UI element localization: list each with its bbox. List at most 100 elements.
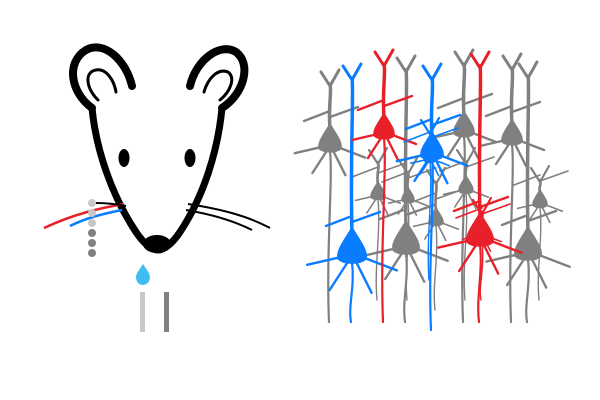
mouse-right-inner-ear: [202, 69, 234, 102]
mouse-right-eye: [184, 149, 196, 167]
apical-tuft: [501, 52, 523, 72]
mouse-whisker: [185, 209, 253, 231]
apical-dendrite: [461, 62, 467, 118]
soma: [532, 188, 548, 209]
electrode-contact: [88, 209, 96, 217]
electrode-contact: [88, 219, 96, 227]
basal-dendrite: [410, 158, 450, 176]
electrode-contact: [88, 229, 96, 237]
apical-tuft: [419, 116, 441, 136]
axon: [381, 136, 386, 324]
apical-dendrite: [349, 76, 355, 236]
soma: [453, 109, 475, 138]
mouse-whisker: [69, 208, 123, 228]
soma: [318, 122, 342, 153]
neuron-gray: [351, 146, 407, 301]
soma: [423, 145, 437, 164]
apical-dendrite: [509, 66, 515, 126]
neuron-gray: [381, 156, 437, 301]
neuron-gray: [293, 68, 367, 324]
oblique-dendrite: [324, 210, 382, 228]
electrode-contact: [88, 249, 96, 257]
neuron-gray: [485, 60, 571, 324]
drop-probe-icon: [136, 264, 169, 332]
basal-dendrite: [516, 203, 564, 224]
axon: [349, 260, 354, 324]
soma: [458, 174, 474, 195]
axon: [525, 257, 530, 324]
soma: [514, 225, 542, 261]
apical-dendrite: [525, 74, 531, 235]
soma: [501, 117, 523, 146]
axon: [479, 237, 484, 301]
axon: [375, 198, 380, 301]
basal-dendrite: [350, 132, 418, 162]
neuron-gray: [513, 164, 569, 301]
axon: [427, 161, 432, 281]
oblique-dendrite: [484, 100, 542, 118]
neuron-blue: [403, 116, 459, 281]
oblique-dendrite: [356, 94, 414, 112]
basal-dendrite: [430, 130, 498, 160]
axon: [429, 157, 434, 332]
apical-tuft: [517, 60, 539, 80]
apical-tuft: [319, 68, 341, 88]
axon: [537, 206, 542, 301]
apical-tuft: [397, 156, 419, 176]
apical-dendrite: [477, 64, 483, 221]
axon: [477, 243, 482, 324]
basal-dendrite: [437, 238, 523, 275]
apical-dendrite: [327, 82, 333, 131]
basal-dendrite: [306, 255, 398, 294]
neuron-gray: [409, 166, 465, 311]
soma: [475, 221, 489, 240]
apical-tuft: [395, 54, 417, 74]
basal-dendrite: [462, 234, 502, 252]
neuron-red: [350, 48, 418, 324]
basal-dendrite: [412, 221, 460, 242]
oblique-dendrite: [436, 92, 494, 110]
apical-tuft: [373, 48, 395, 68]
blue-drop-icon: [136, 264, 150, 285]
mouse-left-inner-ear: [86, 68, 118, 102]
mouse-right-ear: [186, 45, 249, 112]
mouse-nose: [143, 235, 171, 253]
electrode-contact: [88, 239, 96, 247]
pyramidal-neuron-network-icon: [293, 48, 571, 332]
mouse-left-ear: [69, 43, 136, 112]
axon: [461, 134, 466, 324]
apical-tuft: [453, 48, 475, 68]
apical-tuft: [421, 62, 443, 82]
neuron-gray: [478, 52, 546, 324]
probe-shank-light: [140, 292, 145, 332]
apical-tuft: [425, 166, 447, 186]
soma: [401, 185, 415, 204]
neuron-gray: [430, 48, 498, 324]
electrode-contact: [88, 199, 96, 207]
axon: [509, 142, 514, 324]
soma: [337, 225, 367, 264]
mouse-whisker: [43, 202, 125, 230]
axon: [327, 149, 332, 324]
neuron-red: [455, 196, 511, 301]
basal-dendrite: [485, 252, 571, 289]
axon: [405, 201, 410, 301]
probe-shank-dark: [164, 292, 169, 332]
mouse-face-outline: [88, 104, 226, 254]
axon: [463, 192, 468, 301]
mouse-whisker: [95, 202, 127, 207]
apical-dendrite: [381, 62, 387, 120]
basal-dendrite: [395, 153, 469, 185]
apical-tuft: [529, 164, 551, 184]
apical-tuft: [341, 62, 363, 82]
neuron-blue: [306, 62, 398, 324]
basal-dendrite: [354, 195, 402, 216]
axon: [433, 224, 438, 311]
apical-tuft: [469, 50, 491, 70]
basal-dendrite: [388, 198, 428, 216]
apical-tuft: [471, 196, 493, 216]
mouse-head-icon: [43, 43, 271, 254]
mouse-whisker: [187, 203, 271, 229]
oblique-dendrite: [455, 203, 511, 219]
